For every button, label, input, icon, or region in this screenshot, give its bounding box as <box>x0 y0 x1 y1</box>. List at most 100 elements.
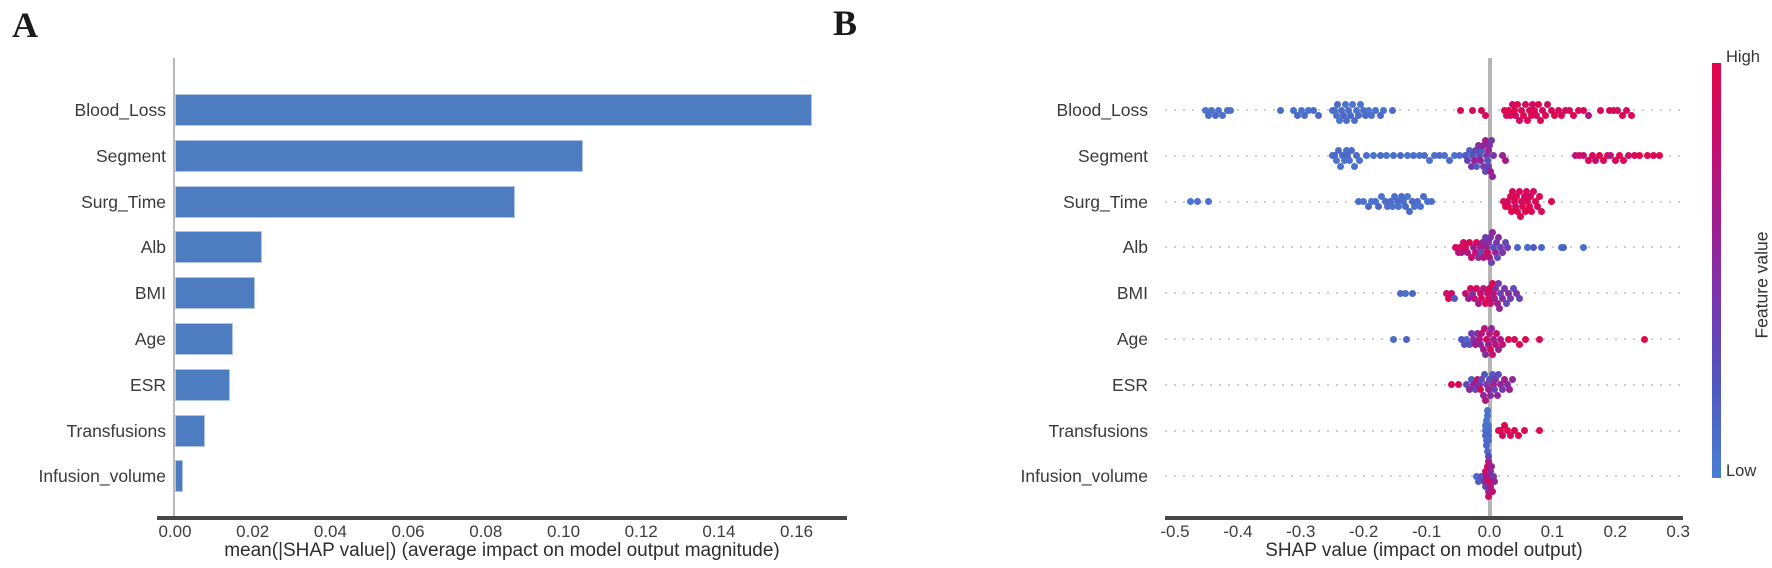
shap-dot <box>1519 203 1527 211</box>
bar-row-label: Blood_Loss <box>74 100 166 120</box>
shap-dot <box>1530 187 1538 195</box>
shap-dot <box>1473 238 1481 246</box>
shap-dot <box>1523 187 1531 195</box>
shap-dot <box>1384 203 1392 211</box>
shap-dot <box>1596 152 1604 160</box>
shap-dot <box>1333 157 1341 165</box>
shap-dot <box>1479 238 1487 246</box>
shap-dot <box>1627 111 1635 119</box>
shap-dot <box>1504 335 1512 343</box>
shap-dot <box>1413 198 1421 206</box>
shap-dot <box>1516 213 1524 221</box>
shap-dot <box>1588 152 1596 160</box>
shap-dot <box>1342 147 1350 155</box>
shap-dot <box>1465 238 1473 246</box>
shap-dot <box>1641 335 1649 343</box>
shap-dot <box>1359 106 1367 114</box>
shap-dot <box>1463 157 1471 165</box>
shap-dot <box>1331 152 1339 160</box>
shap-dot <box>1636 152 1644 160</box>
shap-dot <box>1535 335 1543 343</box>
shap-dot <box>1521 208 1529 216</box>
shap-dot <box>1565 106 1573 114</box>
shap-dot <box>1369 152 1377 160</box>
shap-dot <box>1521 101 1529 109</box>
shap-dot <box>1484 457 1492 465</box>
shap-dot <box>1336 116 1344 124</box>
shap-dot <box>1399 198 1407 206</box>
shap-dot <box>1548 198 1556 206</box>
beeswarm-xtick-label: -0.1 <box>1411 522 1442 541</box>
shap-dot <box>1211 111 1219 119</box>
shap-dot <box>1362 152 1370 160</box>
shap-dot <box>1518 198 1526 206</box>
shap-dot <box>1492 376 1500 384</box>
beeswarm-row-gridline <box>1165 475 1683 478</box>
shap-dot <box>1415 152 1423 160</box>
shap-dot <box>1525 203 1533 211</box>
shap-dot <box>1475 335 1483 343</box>
shap-dot <box>1499 294 1507 302</box>
shap-dot <box>1531 198 1539 206</box>
shap-dot <box>1505 203 1513 211</box>
shap-dot <box>1484 147 1492 155</box>
shap-dot <box>1452 243 1460 251</box>
shap-dot <box>1481 233 1489 241</box>
shap-dot <box>1493 299 1501 307</box>
shap-dot <box>1497 381 1505 389</box>
shap-dot <box>1457 106 1465 114</box>
shap-dot <box>1507 294 1515 302</box>
shap-dot <box>1381 198 1389 206</box>
shap-dot <box>1343 116 1351 124</box>
bar-row-label: BMI <box>134 283 166 304</box>
shap-dot <box>1408 289 1416 297</box>
shap-dot <box>1372 106 1380 114</box>
bar-chart-xtick-label: 0.14 <box>702 522 736 541</box>
shap-dot <box>1396 289 1404 297</box>
shap-dot <box>1507 432 1515 440</box>
shap-dot <box>1491 386 1499 394</box>
shap-dot <box>1411 203 1419 211</box>
shap-dot <box>1483 152 1491 160</box>
beeswarm-row-label: Segment <box>1077 145 1148 166</box>
shap-dot <box>1338 152 1346 160</box>
shap-dot <box>1480 142 1488 150</box>
shap-dot <box>1607 152 1615 160</box>
beeswarm-xtick-label: -0.3 <box>1286 522 1316 541</box>
shap-dot <box>1486 330 1493 338</box>
shap-dot <box>1460 238 1468 246</box>
shap-dot <box>1520 427 1528 435</box>
shap-dot <box>1451 294 1459 302</box>
shap-dot <box>1484 157 1492 165</box>
shap-dot <box>1584 111 1592 119</box>
shap-dot <box>1529 101 1537 109</box>
shap-dot <box>1475 152 1483 160</box>
shap-dot <box>1362 111 1370 119</box>
shap-dot <box>1502 111 1510 119</box>
panel-a-letter: A <box>12 5 38 45</box>
shap-dot <box>1603 152 1611 160</box>
shap-dot <box>1580 243 1588 251</box>
shap-dot <box>1204 198 1212 206</box>
mean-shap-bar <box>175 185 515 218</box>
panel-b-letter: B <box>833 3 858 43</box>
shap-dot <box>1535 193 1543 200</box>
shap-dot <box>1483 442 1491 450</box>
shap-dot <box>1478 330 1486 338</box>
shap-dot <box>1513 193 1521 200</box>
shap-dot <box>1499 386 1507 394</box>
shap-dot <box>1445 294 1453 302</box>
shap-dot <box>1201 106 1209 114</box>
shap-dot <box>1533 203 1541 211</box>
shap-dot <box>1497 243 1505 251</box>
shap-dot <box>1503 198 1511 206</box>
shap-dot <box>1510 335 1518 343</box>
shap-dot <box>1486 254 1493 262</box>
shap-dot <box>1473 162 1481 170</box>
shap-dot <box>1355 157 1363 165</box>
shap-dot <box>1508 208 1515 216</box>
mean-shap-bar <box>175 94 813 126</box>
shap-dot <box>1469 243 1477 251</box>
shap-dot <box>1378 193 1386 200</box>
shap-dot <box>1401 203 1409 211</box>
